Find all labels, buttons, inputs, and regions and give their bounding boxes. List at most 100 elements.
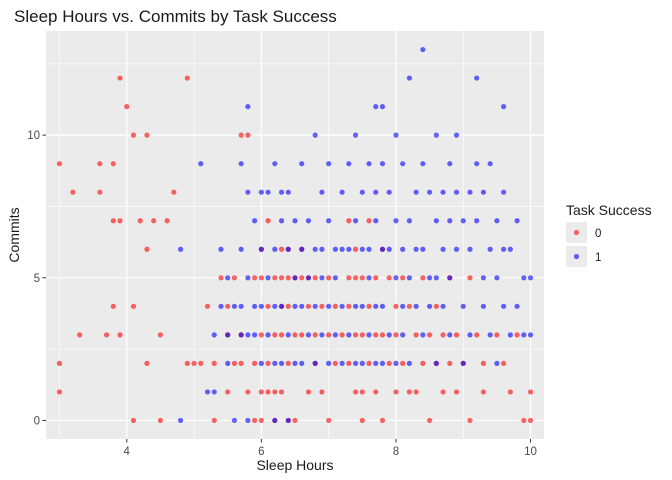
data-point-success-1 bbox=[447, 275, 453, 281]
data-point-success-1 bbox=[379, 360, 386, 366]
data-point-success-1 bbox=[352, 303, 359, 309]
data-point-success-1 bbox=[312, 132, 318, 138]
data-point-success-1 bbox=[339, 303, 345, 309]
data-point-success-1 bbox=[312, 360, 318, 366]
data-point-success-0 bbox=[258, 332, 264, 338]
data-point-success-0 bbox=[352, 332, 359, 338]
data-point-success-1 bbox=[258, 246, 264, 252]
data-point-success-1 bbox=[225, 360, 231, 366]
data-point-success-0 bbox=[56, 161, 63, 167]
data-point-success-1 bbox=[359, 360, 365, 366]
data-point-success-1 bbox=[359, 246, 365, 252]
data-point-success-0 bbox=[164, 218, 170, 224]
data-point-success-1 bbox=[326, 303, 332, 309]
data-point-success-1 bbox=[474, 161, 480, 167]
data-point-success-0 bbox=[393, 389, 399, 395]
data-point-success-0 bbox=[231, 360, 238, 366]
y-tick-label: 5 bbox=[34, 273, 40, 285]
data-point-success-0 bbox=[225, 303, 231, 309]
data-point-success-0 bbox=[326, 332, 332, 338]
data-point-success-1 bbox=[433, 275, 439, 281]
data-point-success-1 bbox=[521, 332, 527, 338]
data-point-success-1 bbox=[433, 360, 439, 366]
data-point-success-0 bbox=[366, 303, 372, 309]
data-point-success-1 bbox=[339, 246, 345, 252]
data-point-success-0 bbox=[245, 132, 251, 138]
y-tick-label: 10 bbox=[27, 130, 40, 142]
data-point-success-0 bbox=[285, 275, 291, 281]
data-point-success-1 bbox=[373, 218, 379, 224]
data-point-success-1 bbox=[272, 417, 278, 424]
data-point-success-0 bbox=[527, 417, 534, 424]
data-point-success-0 bbox=[312, 275, 318, 281]
data-point-success-1 bbox=[521, 275, 527, 281]
data-point-success-1 bbox=[447, 161, 453, 167]
data-point-success-0 bbox=[379, 332, 386, 338]
data-point-success-1 bbox=[433, 132, 439, 138]
data-point-success-0 bbox=[144, 132, 150, 138]
data-point-success-0 bbox=[292, 417, 298, 424]
data-point-success-1 bbox=[278, 303, 285, 309]
data-point-success-0 bbox=[265, 303, 271, 309]
data-point-success-0 bbox=[211, 360, 217, 366]
data-point-success-1 bbox=[480, 189, 487, 195]
data-point-success-1 bbox=[494, 218, 500, 224]
grid-minor bbox=[46, 31, 544, 439]
data-point-success-1 bbox=[272, 161, 278, 167]
data-point-success-1 bbox=[332, 275, 338, 281]
data-point-success-1 bbox=[238, 161, 244, 167]
data-point-success-1 bbox=[258, 360, 264, 366]
data-point-success-0 bbox=[157, 332, 164, 338]
data-point-success-0 bbox=[151, 218, 157, 224]
data-point-success-0 bbox=[130, 417, 137, 424]
data-point-success-1 bbox=[453, 189, 460, 195]
data-point-success-1 bbox=[352, 132, 359, 138]
data-point-success-1 bbox=[292, 360, 298, 366]
data-point-success-0 bbox=[238, 360, 244, 366]
data-point-success-1 bbox=[366, 275, 372, 281]
data-point-success-0 bbox=[278, 389, 285, 395]
data-point-success-0 bbox=[252, 360, 258, 366]
data-point-success-1 bbox=[514, 303, 520, 309]
legend-swatch-0 bbox=[573, 229, 580, 236]
data-point-success-1 bbox=[460, 218, 466, 224]
data-point-success-1 bbox=[413, 246, 419, 252]
data-point-success-1 bbox=[299, 246, 305, 252]
data-point-success-0 bbox=[110, 218, 116, 224]
data-point-success-1 bbox=[245, 104, 251, 110]
data-point-success-0 bbox=[56, 389, 63, 395]
data-point-success-1 bbox=[238, 303, 244, 309]
data-point-success-0 bbox=[144, 360, 150, 366]
data-point-success-1 bbox=[278, 218, 285, 224]
data-point-success-0 bbox=[137, 218, 143, 224]
data-point-success-1 bbox=[379, 303, 386, 309]
data-point-success-0 bbox=[400, 360, 406, 366]
data-point-success-0 bbox=[420, 360, 426, 366]
data-point-success-1 bbox=[359, 189, 365, 195]
data-point-success-0 bbox=[521, 417, 527, 424]
data-point-success-0 bbox=[265, 218, 271, 224]
data-point-success-0 bbox=[130, 303, 137, 309]
data-point-success-0 bbox=[393, 332, 399, 338]
data-point-success-1 bbox=[400, 303, 406, 309]
data-point-success-0 bbox=[413, 389, 419, 395]
data-point-success-0 bbox=[278, 275, 285, 281]
data-point-success-0 bbox=[467, 275, 473, 281]
data-point-success-0 bbox=[103, 332, 110, 338]
data-point-success-1 bbox=[440, 303, 446, 309]
data-point-success-0 bbox=[326, 275, 332, 281]
data-point-success-0 bbox=[258, 417, 264, 424]
data-point-success-1 bbox=[467, 332, 473, 338]
data-point-success-0 bbox=[231, 275, 238, 281]
data-point-success-0 bbox=[319, 303, 325, 309]
data-point-success-0 bbox=[272, 275, 278, 281]
data-point-success-1 bbox=[285, 246, 291, 252]
data-point-success-1 bbox=[487, 332, 493, 338]
data-point-success-1 bbox=[177, 417, 184, 424]
data-point-success-0 bbox=[453, 389, 460, 395]
data-point-success-0 bbox=[292, 332, 298, 338]
legend-label-1: 1 bbox=[595, 252, 601, 264]
data-point-success-0 bbox=[426, 332, 433, 338]
data-point-success-0 bbox=[77, 332, 83, 338]
